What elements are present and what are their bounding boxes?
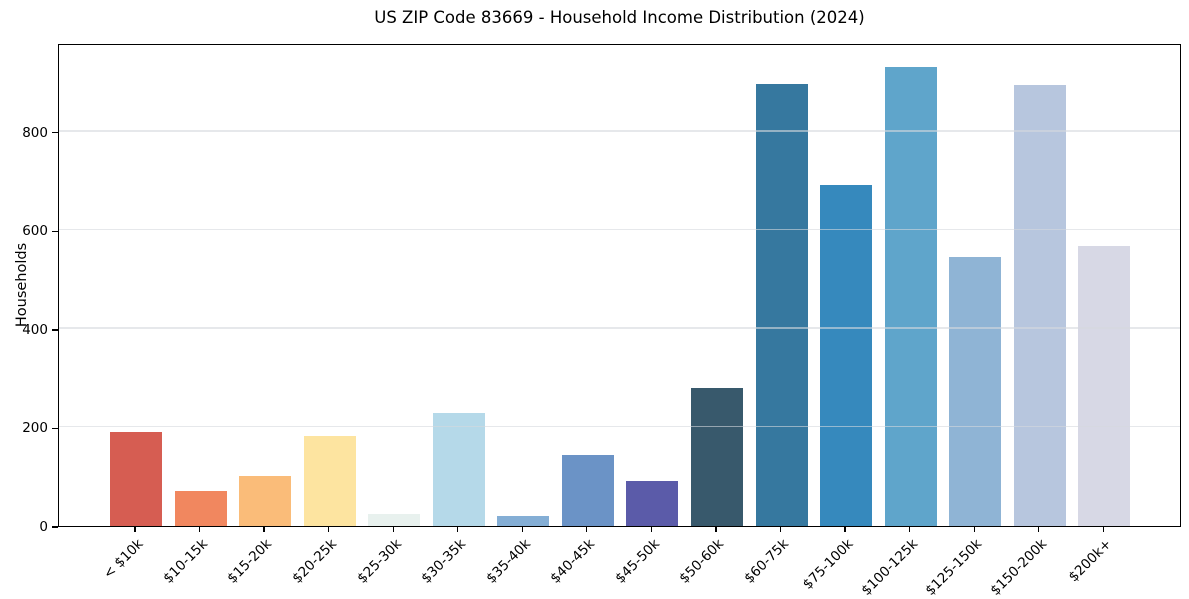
x-tick-mark (457, 527, 459, 532)
bar-$75-100k (820, 184, 873, 526)
x-tick-mark (392, 527, 394, 532)
x-tick-mark (328, 527, 330, 532)
y-tick-label: 400 (22, 321, 48, 338)
bars-layer (59, 45, 1180, 526)
bar-$150-200k (1013, 84, 1066, 526)
x-tick-label: $45-50k (612, 536, 663, 587)
x-tick-label: $150-200k (987, 536, 1051, 599)
x-tick-label: $15-20k (224, 536, 276, 587)
x-tick-label: $40-45k (547, 536, 599, 587)
bar-$45-50k (626, 481, 679, 526)
y-tick-mark (52, 230, 58, 232)
bar-< $10k (110, 432, 162, 526)
bar-$40-45k (561, 454, 614, 526)
x-tick-label: $100-125k (858, 536, 921, 599)
x-tick-mark (1038, 527, 1040, 532)
y-tick-label: 800 (22, 124, 48, 141)
x-tick-mark (650, 527, 653, 532)
bar-$35-40k (497, 515, 550, 526)
bar-$15-20k (239, 476, 292, 526)
x-tick-mark (1102, 527, 1104, 532)
x-tick-mark (908, 527, 911, 532)
x-tick-label: $125-150k (922, 536, 986, 599)
x-tick-label: $30-35k (418, 536, 470, 587)
x-tick-label: < $10k (100, 536, 147, 583)
bar-$10-15k (174, 491, 227, 526)
x-tick-label: $10-15k (160, 536, 211, 587)
y-tick-label: 600 (22, 223, 48, 240)
bar-$200k+ (1078, 245, 1131, 526)
bar-$125-150k (949, 257, 1002, 526)
x-tick-mark (844, 527, 846, 532)
bar-$25-30k (368, 513, 421, 526)
bar-$30-35k (432, 412, 485, 526)
x-tick-mark (521, 527, 523, 532)
x-tick-label: $50-60k (676, 536, 728, 587)
x-tick-label: $75-100k (799, 536, 857, 593)
y-tick-mark (52, 526, 58, 528)
y-axis-label: Households (14, 242, 30, 328)
y-tick-label: 200 (22, 420, 48, 437)
bar-$50-60k (690, 388, 743, 526)
y-tick-label: 0 (39, 519, 48, 535)
x-tick-mark (779, 527, 782, 532)
x-tick-label: $200k+ (1065, 536, 1115, 586)
x-tick-mark (715, 527, 717, 532)
y-tick-mark (52, 132, 58, 134)
bar-$20-25k (303, 435, 356, 526)
x-tick-label: $25-30k (353, 536, 405, 587)
x-tick-label: $20-25k (289, 536, 340, 587)
bar-$100-125k (884, 67, 937, 526)
x-tick-mark (973, 527, 975, 532)
x-tick-mark (134, 527, 136, 532)
x-tick-mark (263, 527, 265, 532)
bar-$60-75k (755, 83, 808, 526)
x-tick-mark (198, 527, 201, 532)
x-tick-mark (586, 527, 588, 532)
x-tick-label: $60-75k (741, 536, 792, 587)
chart-title: US ZIP Code 83669 - Household Income Dis… (374, 8, 865, 27)
y-tick-mark (52, 427, 58, 430)
plot-area (58, 44, 1181, 527)
y-tick-mark (52, 329, 58, 331)
x-tick-label: $35-40k (482, 536, 534, 587)
